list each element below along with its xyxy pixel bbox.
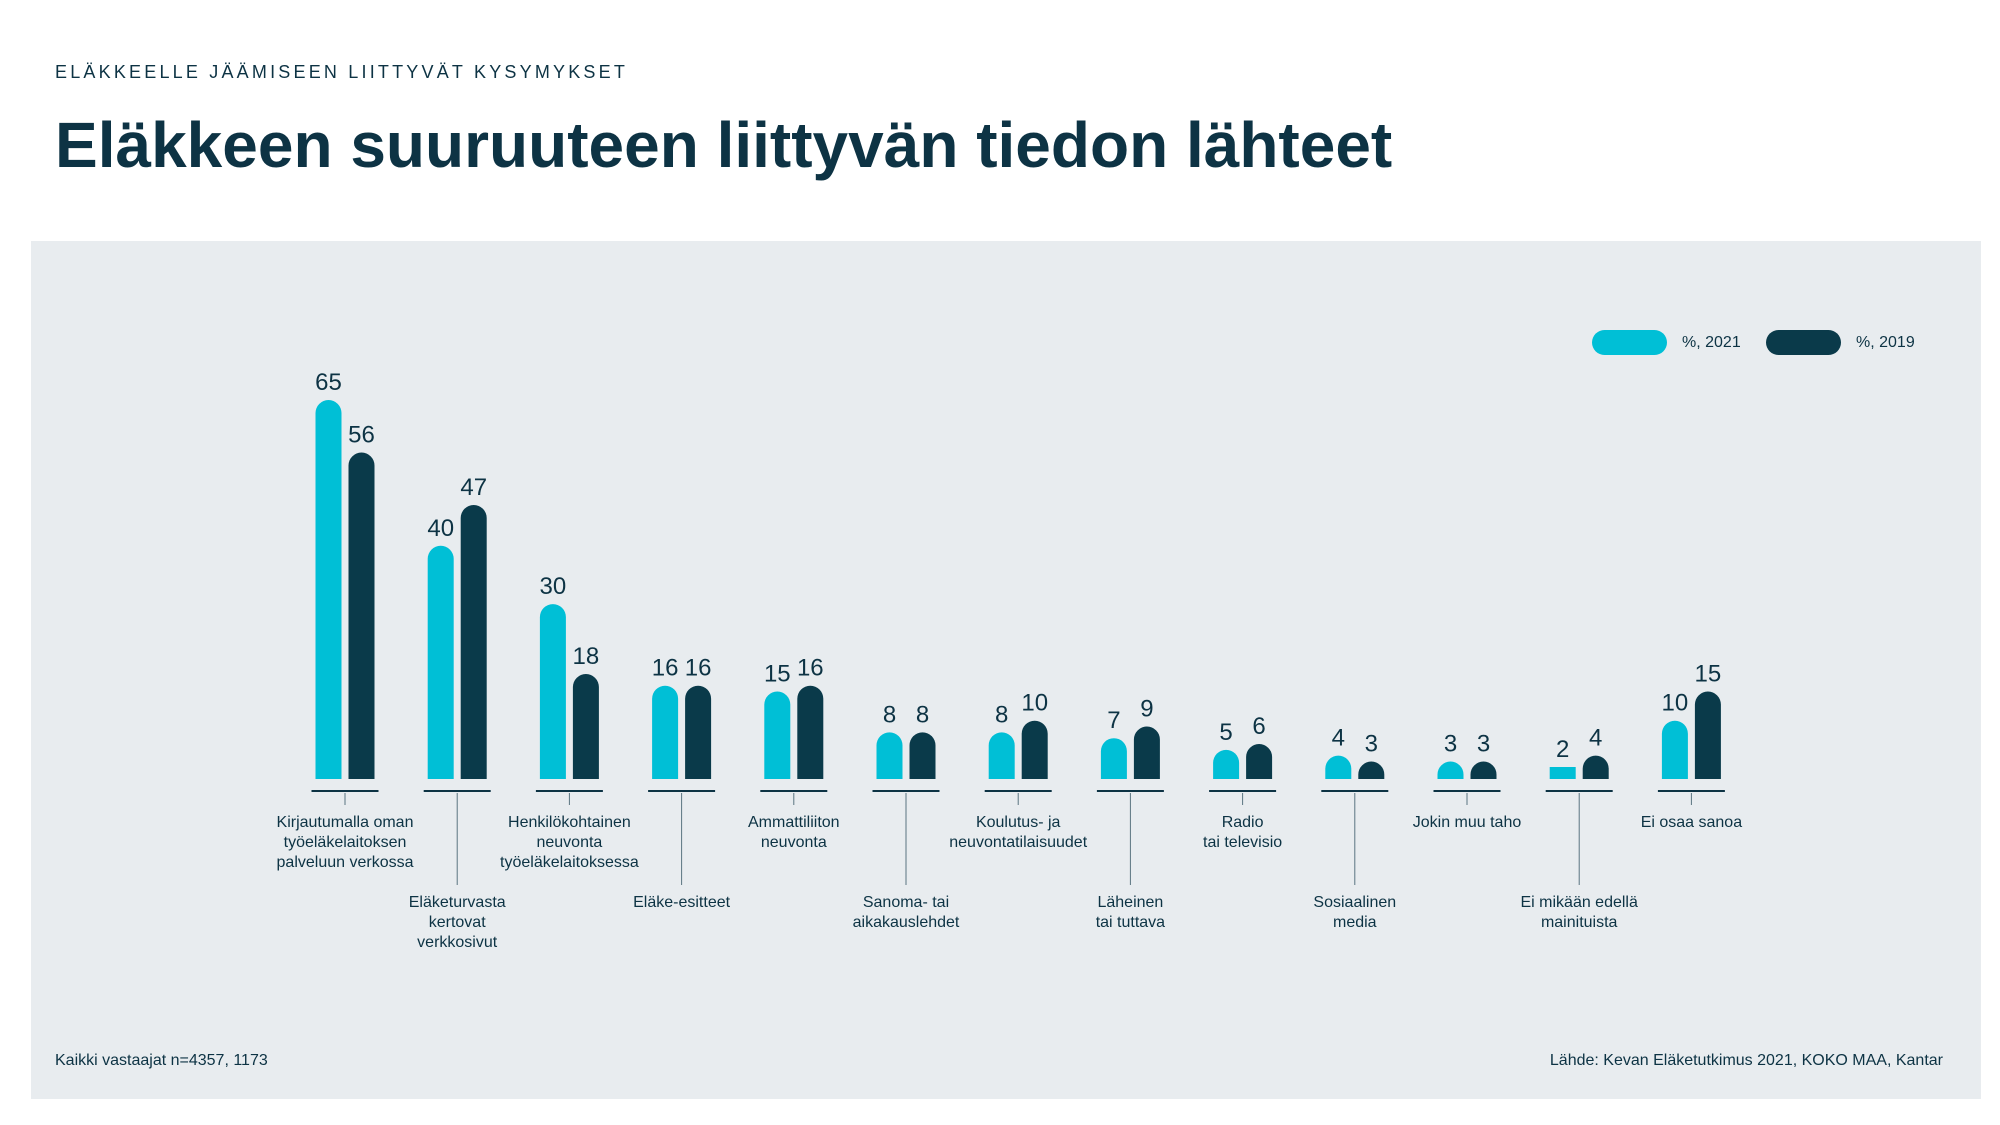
category-label-0-2: palveluun verkossa	[277, 854, 414, 871]
category-label-9-1: media	[1333, 914, 1377, 931]
bar-2021-6	[988, 732, 1015, 779]
value-label-2021-6: 8	[995, 701, 1008, 728]
value-label-2021-5: 8	[883, 701, 896, 728]
value-label-2019-9: 3	[1365, 731, 1378, 758]
value-label-2019-7: 9	[1140, 696, 1153, 723]
bar-2021-2	[539, 604, 566, 779]
kicker-text: ELÄKKEELLE JÄÄMISEEN LIITTYVÄT KYSYMYKSE…	[55, 62, 629, 82]
bar-2021-3	[652, 685, 679, 779]
category-label-5-0: Sanoma- tai	[863, 894, 949, 911]
category-label-1-1: kertovat	[429, 914, 486, 931]
value-label-2021-2: 30	[540, 573, 567, 600]
bar-2021-9	[1325, 755, 1352, 779]
bar-2019-12	[1694, 691, 1721, 779]
source-note: Lähde: Kevan Eläketutkimus 2021, KOKO MA…	[1549, 1052, 1943, 1069]
value-label-2019-5: 8	[916, 701, 929, 728]
bar-2019-5	[909, 732, 936, 779]
bar-2021-1	[427, 545, 454, 779]
bar-2019-6	[1021, 720, 1048, 779]
value-label-2021-8: 5	[1219, 719, 1232, 746]
bar-2019-3	[685, 685, 712, 779]
category-label-10-0: Jokin muu taho	[1413, 814, 1522, 831]
value-label-2021-11: 2	[1556, 736, 1569, 763]
category-label-5-1: aikakauslehdet	[853, 914, 960, 931]
value-label-2021-3: 16	[652, 655, 679, 682]
legend-swatch-2019	[1766, 330, 1841, 355]
bar-2019-1	[460, 504, 487, 779]
value-label-2021-1: 40	[427, 515, 454, 542]
bar-2019-10	[1470, 761, 1497, 779]
category-label-12-0: Ei osaa sanoa	[1641, 814, 1743, 831]
value-label-2021-7: 7	[1107, 707, 1120, 734]
category-label-7-0: Läheinen	[1097, 894, 1163, 911]
category-label-3-0: Eläke-esitteet	[633, 894, 730, 911]
category-label-11-1: mainituista	[1541, 914, 1618, 931]
category-label-9-0: Sosiaalinen	[1313, 894, 1396, 911]
legend-item-2019: %, 2019	[1766, 330, 1915, 355]
legend-label-2019: %, 2019	[1856, 333, 1915, 351]
value-label-2021-12: 10	[1662, 690, 1689, 717]
bar-2019-0	[348, 452, 375, 779]
legend-swatch-2021	[1592, 330, 1667, 355]
bar-2019-2	[572, 674, 599, 779]
bar-2021-7	[1100, 738, 1127, 779]
category-label-6-0: Koulutus- ja	[976, 814, 1061, 831]
category-label-7-1: tai tuttava	[1096, 914, 1165, 931]
bar-2021-5	[876, 732, 903, 779]
bar-2021-12	[1661, 720, 1688, 779]
category-label-2-0: Henkilökohtainen	[508, 814, 631, 831]
category-label-11-0: Ei mikään edellä	[1520, 894, 1638, 911]
legend-label-2021: %, 2021	[1682, 333, 1741, 351]
category-label-2-2: työeläkelaitoksessa	[500, 854, 639, 871]
bar-2019-11	[1582, 755, 1609, 779]
category-label-0-0: Kirjautumalla oman	[277, 814, 414, 831]
value-label-2019-1: 47	[460, 474, 487, 501]
value-label-2021-9: 4	[1332, 725, 1345, 752]
value-label-2019-8: 6	[1252, 713, 1265, 740]
value-label-2019-2: 18	[573, 643, 600, 670]
value-label-2019-3: 16	[685, 655, 712, 682]
value-label-2021-0: 65	[315, 369, 342, 396]
category-label-8-0: Radio	[1222, 814, 1264, 831]
value-label-2019-4: 16	[797, 655, 824, 682]
value-label-2019-6: 10	[1021, 690, 1048, 717]
bar-2019-9	[1358, 761, 1385, 779]
value-label-2021-10: 3	[1444, 731, 1457, 758]
bar-2019-7	[1133, 726, 1160, 779]
category-label-0-1: työeläkelaitoksen	[284, 834, 407, 851]
category-label-1-2: verkkosivut	[417, 934, 498, 951]
value-label-2019-0: 56	[348, 422, 375, 449]
category-label-2-1: neuvonta	[536, 834, 602, 851]
bar-2019-4	[797, 685, 824, 779]
bar-2021-10	[1437, 761, 1464, 779]
category-label-6-1: neuvontatilaisuudet	[949, 834, 1087, 851]
category-label-4-0: Ammattiliiton	[748, 814, 840, 831]
bar-2021-8	[1213, 749, 1240, 779]
bar-2021-0	[315, 400, 342, 779]
value-label-2019-10: 3	[1477, 731, 1490, 758]
bar-2019-8	[1246, 744, 1273, 779]
category-label-8-1: tai televisio	[1203, 834, 1282, 851]
bar-2021-4	[764, 691, 791, 779]
sample-size-note: Kaikki vastaajat n=4357, 1173	[55, 1052, 268, 1069]
value-label-2021-4: 15	[764, 661, 791, 688]
value-label-2019-11: 4	[1589, 725, 1602, 752]
category-label-1-0: Eläketurvasta	[409, 894, 506, 911]
page-title: Eläkkeen suuruuteen liittyvän tiedon läh…	[55, 109, 1393, 181]
category-label-4-1: neuvonta	[761, 834, 827, 851]
bar-2021-11	[1549, 767, 1576, 779]
legend-item-2021: %, 2021	[1592, 330, 1741, 355]
value-label-2019-12: 15	[1695, 661, 1722, 688]
